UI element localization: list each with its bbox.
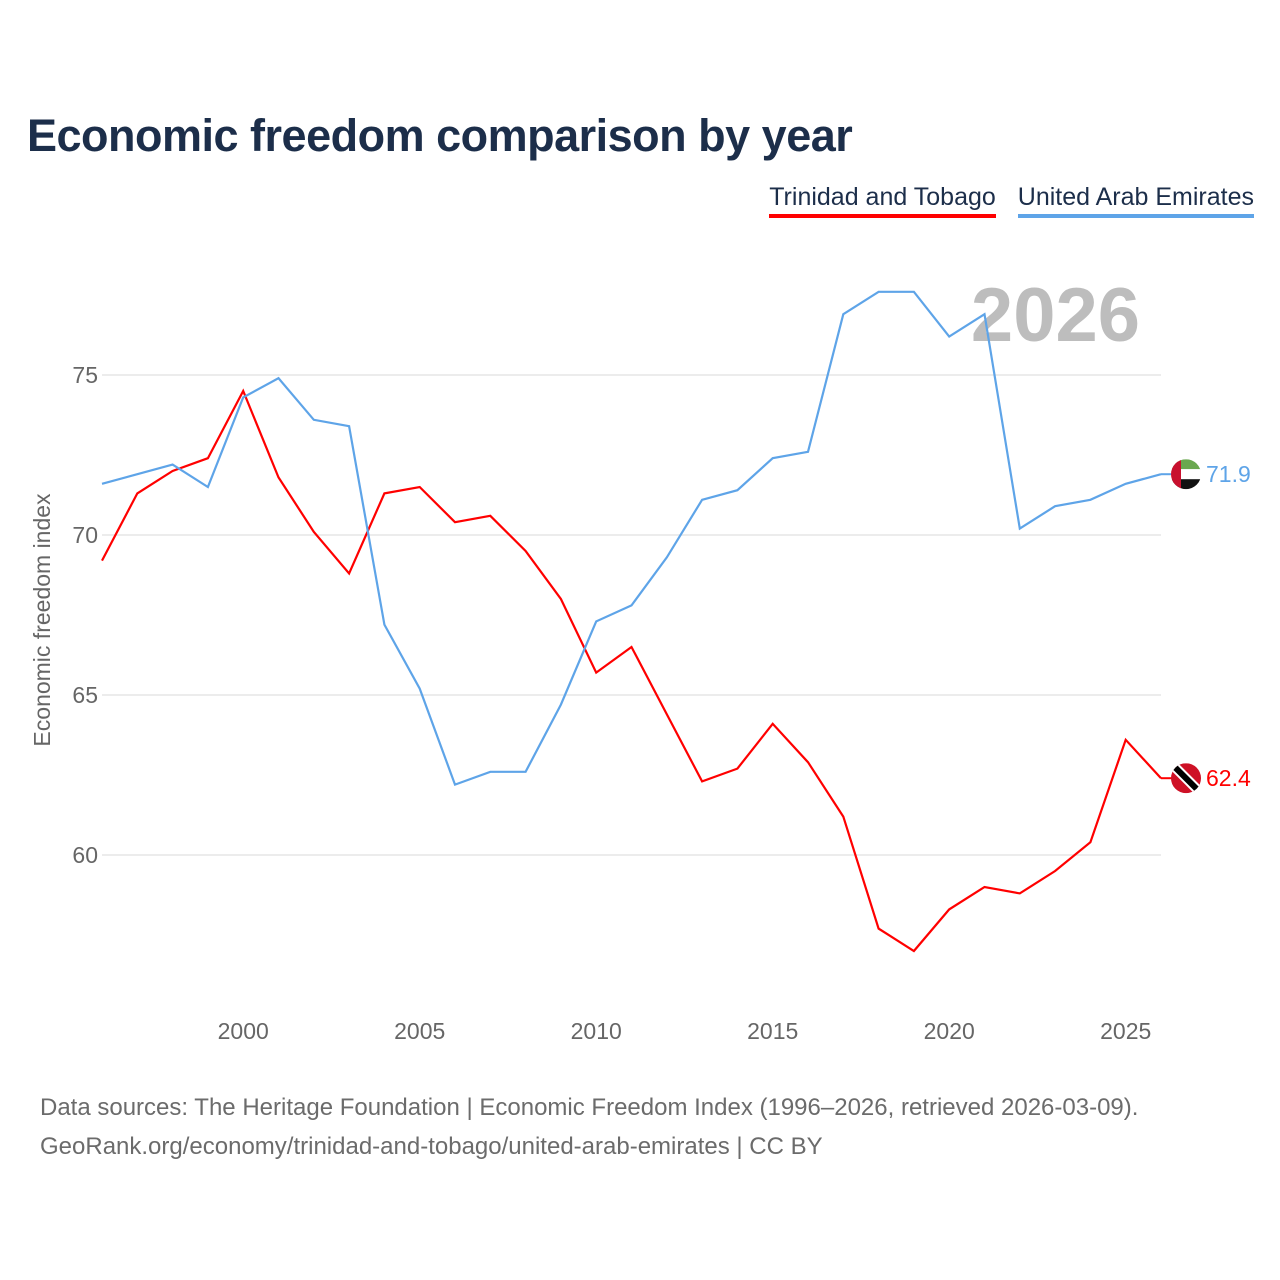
data-point[interactable] — [699, 497, 705, 503]
data-point[interactable] — [205, 455, 211, 461]
data-point[interactable] — [99, 481, 105, 487]
data-point[interactable] — [770, 455, 776, 461]
y-tick-label: 60 — [72, 842, 98, 868]
data-point[interactable] — [240, 394, 246, 400]
x-tick-label: 2015 — [747, 1018, 798, 1044]
data-point[interactable] — [946, 906, 952, 912]
chart-title: Economic freedom comparison by year — [27, 110, 853, 161]
data-point[interactable] — [240, 388, 246, 394]
united-arab-emirates-flag-icon — [1171, 459, 1201, 490]
legend: Trinidad and Tobago United Arab Emirates — [769, 183, 1254, 218]
y-axis-label: Economic freedom index — [29, 493, 55, 747]
data-point[interactable] — [840, 814, 846, 820]
data-point[interactable] — [593, 670, 599, 676]
data-point[interactable] — [664, 711, 670, 717]
data-point[interactable] — [346, 423, 352, 429]
data-point[interactable] — [593, 618, 599, 624]
end-value-label: 71.9 — [1206, 461, 1251, 487]
data-point[interactable] — [1052, 503, 1058, 509]
data-point[interactable] — [381, 490, 387, 496]
data-point[interactable] — [1017, 526, 1023, 532]
data-point[interactable] — [417, 484, 423, 490]
data-point[interactable] — [664, 554, 670, 560]
data-point[interactable] — [734, 766, 740, 772]
data-point[interactable] — [1087, 497, 1093, 503]
data-point[interactable] — [982, 884, 988, 890]
trinidad-and-tobago-flag-icon — [1171, 763, 1201, 794]
y-tick-label: 70 — [72, 522, 98, 548]
source-note: Data sources: The Heritage Foundation | … — [40, 1088, 1138, 1166]
data-point[interactable] — [876, 289, 882, 295]
data-point[interactable] — [1087, 839, 1093, 845]
data-point[interactable] — [982, 311, 988, 317]
data-point[interactable] — [381, 622, 387, 628]
data-point[interactable] — [311, 417, 317, 423]
data-point[interactable] — [170, 468, 176, 474]
data-point[interactable] — [946, 334, 952, 340]
source-line: Data sources: The Heritage Foundation | … — [40, 1094, 1139, 1121]
data-point[interactable] — [523, 548, 529, 554]
x-tick-label: 2025 — [1100, 1018, 1151, 1044]
data-point[interactable] — [629, 602, 635, 608]
x-tick-label: 2020 — [924, 1018, 975, 1044]
data-point[interactable] — [770, 721, 776, 727]
end-value-label: 62.4 — [1206, 765, 1251, 791]
x-tick-label: 2005 — [394, 1018, 445, 1044]
series-line-trinidad-and-tobago[interactable] — [101, 388, 1162, 953]
year-watermark: 2026 — [971, 273, 1140, 358]
data-point[interactable] — [805, 449, 811, 455]
data-point[interactable] — [558, 596, 564, 602]
data-point[interactable] — [876, 926, 882, 932]
series-line-united-arab-emirates[interactable] — [101, 290, 1162, 787]
data-point[interactable] — [487, 513, 493, 519]
data-point[interactable] — [99, 558, 105, 564]
data-point[interactable] — [487, 769, 493, 775]
data-point[interactable] — [276, 375, 282, 381]
data-point[interactable] — [346, 570, 352, 576]
source-link[interactable]: GeoRank.org/economy/trinidad-and-tobago/… — [40, 1133, 823, 1160]
data-point[interactable] — [840, 311, 846, 317]
data-point[interactable] — [523, 769, 529, 775]
x-tick-label: 2000 — [218, 1018, 269, 1044]
data-point[interactable] — [734, 487, 740, 493]
y-tick-label: 75 — [72, 362, 98, 388]
data-point[interactable] — [311, 529, 317, 535]
data-point[interactable] — [911, 948, 917, 954]
data-point[interactable] — [205, 484, 211, 490]
data-point[interactable] — [452, 519, 458, 525]
data-point[interactable] — [911, 289, 917, 295]
data-point[interactable] — [629, 644, 635, 650]
data-point[interactable] — [805, 759, 811, 765]
data-point[interactable] — [276, 474, 282, 480]
data-point[interactable] — [1123, 481, 1129, 487]
data-point[interactable] — [558, 702, 564, 708]
legend-item-united-arab-emirates[interactable]: United Arab Emirates — [1017, 183, 1254, 218]
data-point[interactable] — [134, 490, 140, 496]
data-point[interactable] — [699, 778, 705, 784]
data-point[interactable] — [1017, 890, 1023, 896]
data-point[interactable] — [134, 471, 140, 477]
data-point[interactable] — [452, 782, 458, 788]
data-point[interactable] — [1052, 868, 1058, 874]
y-tick-label: 65 — [72, 682, 98, 708]
data-point[interactable] — [170, 462, 176, 468]
legend-item-trinidad-and-tobago[interactable]: Trinidad and Tobago — [769, 183, 996, 218]
x-tick-label: 2010 — [571, 1018, 622, 1044]
data-point[interactable] — [417, 686, 423, 692]
data-point[interactable] — [1123, 737, 1129, 743]
